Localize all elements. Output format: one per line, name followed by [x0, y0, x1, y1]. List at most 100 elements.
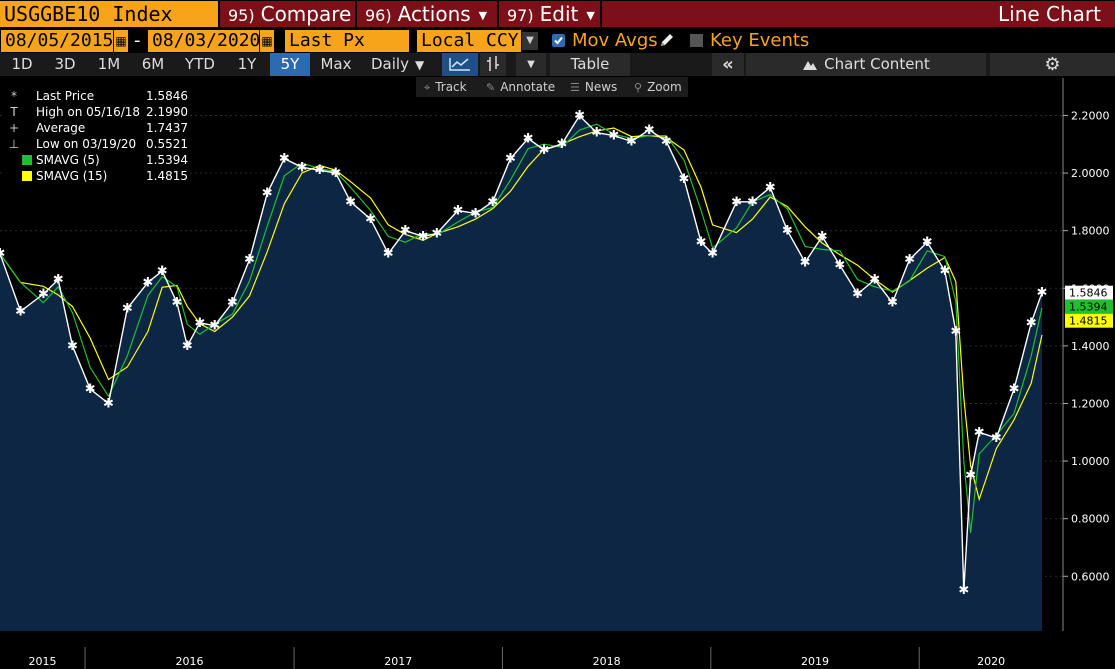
price-point-marker: ✱: [505, 152, 516, 167]
mov-avgs-checkbox[interactable]: [552, 34, 565, 47]
news-tool[interactable]: ☰ News: [570, 77, 617, 97]
price-point-marker: ✱: [15, 304, 26, 319]
last-value-badge: [1065, 299, 1113, 314]
price-point-marker: ✱: [0, 247, 5, 262]
annotate-icon: ✎: [486, 81, 496, 94]
edit-caret-icon: ▼: [586, 8, 595, 22]
legend-row-last-price: * Last Price 1.5846: [4, 88, 190, 104]
gear-icon[interactable]: ⚙: [990, 53, 1115, 76]
x-tick-label: 2019: [801, 655, 829, 668]
price-point-marker: ✱: [279, 152, 290, 167]
actions-button[interactable]: 96) Actions ▼: [357, 1, 497, 27]
price-area: [0, 115, 1042, 631]
mov-avgs-label[interactable]: Mov Avgs: [572, 30, 658, 51]
controls-row: 08/05/2015 ▦ - 08/03/2020 ▦ Last Px Loca…: [0, 29, 1115, 53]
currency-dropdown-icon[interactable]: ▼: [522, 32, 538, 50]
x-tick-label: 2020: [977, 655, 1005, 668]
last-value-text: 1.5394: [1069, 301, 1108, 314]
end-date-input[interactable]: 08/03/2020: [148, 30, 260, 52]
y-tick-label: 0.8000: [1071, 513, 1110, 526]
smavg5-line: [0, 123, 1043, 533]
chart-type-dropdown[interactable]: ▼: [516, 53, 546, 76]
period-1d[interactable]: 1D: [11, 55, 33, 73]
price-point-marker: ✱: [400, 224, 411, 239]
chart-tools-bar: ⌖ Track ✎ Annotate ☰ News ⚲ Zoom: [416, 77, 688, 97]
period-ytd[interactable]: YTD: [185, 55, 215, 73]
legend-row-high: T High on 05/16/18 2.1990: [4, 104, 190, 120]
period-3d[interactable]: 3D: [54, 55, 76, 73]
frequency-label: Daily: [371, 55, 409, 73]
price-point-marker: ✱: [523, 131, 534, 146]
period-5y[interactable]: 5Y: [270, 53, 310, 76]
price-point-marker: ✱: [922, 235, 933, 250]
period-1y[interactable]: 1Y: [237, 55, 257, 73]
price-point-marker: ✱: [244, 252, 255, 267]
bar-chart-type-button[interactable]: [480, 53, 506, 76]
smavg15-swatch: [22, 171, 32, 181]
price-point-marker: ✱: [182, 339, 193, 354]
legend-name: SMAVG (15): [36, 169, 108, 183]
period-6m[interactable]: 6M: [141, 55, 165, 73]
chart-legend: * Last Price 1.5846 T High on 05/16/18 2…: [4, 88, 190, 186]
price-point-marker: ✱: [782, 224, 793, 239]
price-point-marker: ✱: [1009, 382, 1020, 397]
legend-value: 1.7437: [146, 121, 188, 135]
price-point-marker: ✱: [452, 203, 463, 218]
key-events-label[interactable]: Key Events: [710, 30, 810, 51]
ticker-field[interactable]: USGGBE10 Index: [0, 1, 218, 27]
low-marker-icon: ⊥: [8, 137, 20, 151]
zoom-tool[interactable]: ⚲ Zoom: [634, 77, 682, 97]
last-value-text: 1.4815: [1069, 315, 1108, 328]
line-chart[interactable]: ✱ ✱ ✱ ✱ ✱ ✱ ✱ ✱ ✱ ✱ ✱ ✱ ✱ ✱ ✱ ✱ ✱ ✱ ✱ ✱ ✱ ✱ ✱ ✱ ✱ ✱ ✱ ✱ ✱ ✱ ✱ ✱ ✱ ✱ ✱ ✱ ✱ ✱ ✱ ✱…: [0, 78, 1115, 669]
price-point-marker: ✱: [707, 247, 718, 262]
edit-button[interactable]: 97) Edit ▼: [499, 1, 600, 27]
x-axis: 2015 2016 2017 2018 2019 2020: [0, 647, 1063, 669]
price-point-marker: ✱: [817, 229, 828, 244]
smavg5-swatch: [22, 155, 32, 165]
last-price-line: [0, 114, 1043, 591]
frequency-caret-icon: ▼: [414, 58, 425, 72]
price-point-marker: ✱: [194, 316, 205, 331]
price-point-marker: ✱: [904, 252, 915, 267]
y-tick-label: 1.4000: [1071, 340, 1110, 353]
double-chevron-left-icon[interactable]: «: [712, 53, 744, 76]
table-button[interactable]: Table: [550, 53, 630, 76]
legend-row-smavg15: SMAVG (15) 1.4815: [4, 168, 190, 184]
price-point-marker: ✱: [383, 247, 394, 262]
price-area-fill: [0, 115, 1042, 631]
period-max[interactable]: Max: [320, 55, 352, 73]
price-point-marker: ✱: [122, 301, 133, 316]
start-date-input[interactable]: 08/05/2015: [1, 30, 113, 52]
last-value-badge: [1065, 313, 1113, 328]
line-chart-type-button[interactable]: [442, 53, 478, 76]
legend-name: High on 05/16/18: [36, 105, 141, 119]
frequency-select[interactable]: Daily ▼: [363, 53, 438, 76]
compare-num: 95): [228, 6, 255, 25]
period-1m[interactable]: 1M: [97, 55, 121, 73]
pencil-icon[interactable]: [658, 33, 676, 49]
currency-select[interactable]: Local CCY: [417, 30, 521, 52]
price-point-marker: ✱: [679, 172, 690, 187]
actions-caret-icon: ▼: [478, 8, 488, 22]
price-point-marker: ✱: [418, 229, 429, 244]
annotate-label: Annotate: [500, 80, 556, 94]
price-point-marker: ✱: [314, 163, 325, 178]
field-select[interactable]: Last Px: [285, 30, 409, 52]
track-tool[interactable]: ⌖ Track: [424, 77, 467, 97]
x-tick-label: 2018: [593, 655, 621, 668]
legend-value: 1.5394: [146, 153, 188, 167]
start-calendar-icon[interactable]: ▦: [114, 30, 128, 52]
y-tick-label: 2.0000: [1071, 167, 1110, 180]
compare-button[interactable]: 95) Compare: [220, 1, 355, 27]
compare-label: Compare: [260, 2, 352, 26]
y-tick-label: 1.2000: [1071, 397, 1110, 410]
average-marker-icon: +: [8, 121, 20, 135]
price-point-marker: ✱: [696, 235, 707, 250]
mountain-icon: [803, 61, 818, 70]
chart-content-button[interactable]: Chart Content: [746, 53, 986, 76]
annotate-tool[interactable]: ✎ Annotate: [486, 77, 555, 97]
key-events-checkbox[interactable]: [690, 34, 703, 47]
end-calendar-icon[interactable]: ▦: [260, 30, 274, 52]
line-chart-icon: [449, 58, 470, 71]
